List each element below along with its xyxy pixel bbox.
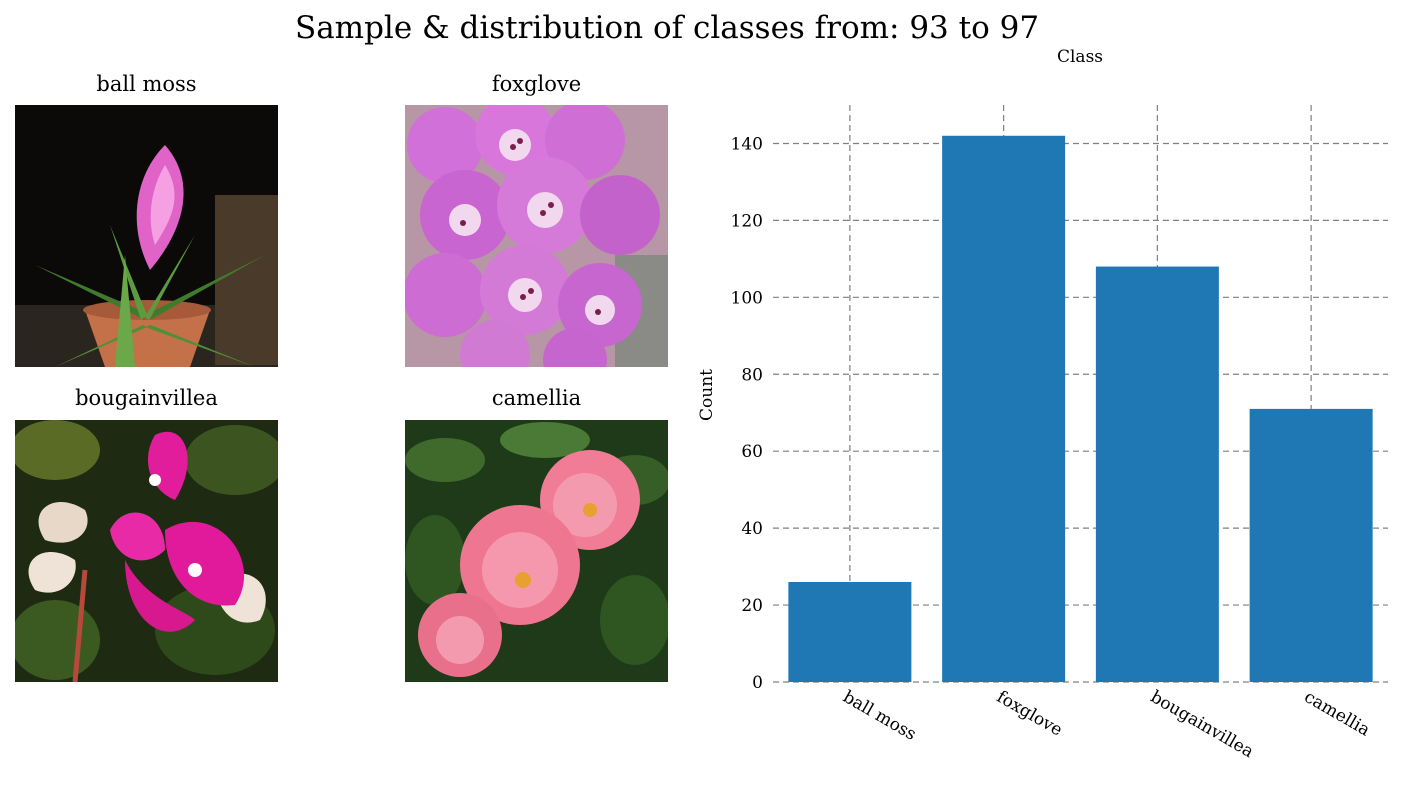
y-tick-label: 120	[731, 211, 763, 231]
y-tick-label: 80	[741, 365, 763, 385]
foxglove-image	[405, 105, 668, 367]
x-tick-label: camellia	[1301, 687, 1374, 740]
bars	[788, 135, 1373, 683]
x-tick-label: foxglove	[993, 687, 1066, 740]
ball-moss-image	[15, 105, 278, 367]
sample-title-bougainvillea: bougainvillea	[75, 386, 218, 410]
bougainvillea-image	[15, 420, 278, 682]
camellia-image	[405, 420, 668, 682]
sample-title-ball-moss: ball moss	[96, 72, 197, 96]
sample-title-camellia: camellia	[491, 386, 582, 410]
bar-bougainvillea	[1095, 266, 1219, 682]
y-tick-label: 100	[731, 288, 763, 308]
x-tick-labels: ball moss foxglove bougainvillea camellia	[839, 687, 1373, 762]
figure-suptitle: Sample & distribution of classes from: 9…	[294, 10, 1040, 46]
x-tick-label: bougainvillea	[1147, 687, 1257, 762]
y-tick-label: 20	[741, 596, 763, 616]
bar-camellia	[1249, 408, 1373, 682]
y-tick-label: 0	[752, 673, 763, 693]
y-tick-label: 40	[741, 519, 763, 539]
bar-foxglove	[942, 135, 1066, 683]
y-tick-labels: 0 20 40 60 80 100 120 140	[731, 134, 763, 693]
y-axis-label: Count	[697, 369, 717, 421]
chart-title: Class	[1057, 47, 1103, 67]
bar-ball-moss	[788, 581, 912, 682]
y-tick-label: 140	[731, 134, 763, 154]
x-tick-label: ball moss	[839, 687, 919, 745]
sample-title-foxglove: foxglove	[491, 72, 582, 96]
y-tick-label: 60	[741, 442, 763, 462]
